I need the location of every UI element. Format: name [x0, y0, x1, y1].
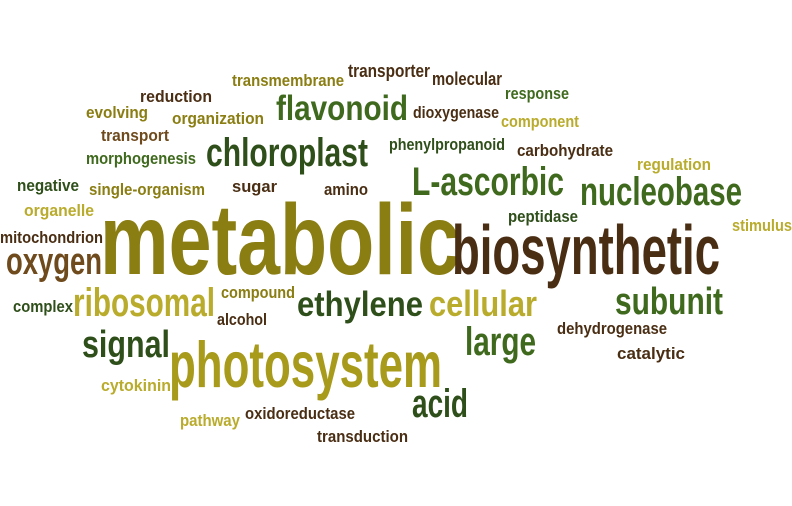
word-single-organism: single-organism	[89, 180, 205, 199]
word-mitochondrion: mitochondrion	[0, 228, 103, 247]
word-reduction: reduction	[140, 87, 212, 106]
word-metabolic: metabolic	[100, 184, 460, 296]
word-acid: acid	[412, 382, 468, 426]
word-flavonoid: flavonoid	[276, 89, 408, 128]
word-oxygen: oxygen	[6, 241, 102, 283]
word-evolving: evolving	[86, 103, 148, 122]
word-ethylene: ethylene	[297, 285, 423, 324]
word-transduction: transduction	[317, 427, 408, 446]
word-amino: amino	[324, 180, 368, 199]
word-catalytic: catalytic	[617, 344, 685, 363]
word-negative: negative	[17, 176, 79, 195]
word-chloroplast: chloroplast	[206, 131, 368, 175]
word-sugar: sugar	[232, 177, 277, 196]
word-nucleobase: nucleobase	[580, 170, 742, 214]
word-complex: complex	[13, 297, 73, 316]
word-dioxygenase: dioxygenase	[413, 103, 499, 122]
word-component: component	[501, 112, 579, 131]
word-morphogenesis: morphogenesis	[86, 149, 196, 168]
word-regulation: regulation	[637, 155, 711, 174]
word-carbohydrate: carbohydrate	[517, 141, 613, 160]
word-ribosomal: ribosomal	[73, 281, 215, 325]
word-organization: organization	[172, 109, 264, 128]
word-signal: signal	[82, 324, 170, 366]
word-oxidoreductase: oxidoreductase	[245, 404, 355, 423]
word-pathway: pathway	[180, 411, 240, 430]
word-response: response	[505, 84, 569, 103]
word-large: large	[465, 320, 536, 364]
word-peptidase: peptidase	[508, 207, 578, 226]
word-compound: compound	[221, 283, 295, 302]
word-dehydrogenase: dehydrogenase	[557, 319, 667, 338]
word-transmembrane: transmembrane	[232, 71, 344, 90]
word-phenylpropanoid: phenylpropanoid	[389, 135, 505, 154]
word-l-ascorbic: L-ascorbic	[412, 160, 564, 204]
word-photosystem: photosystem	[169, 328, 442, 401]
word-molecular: molecular	[432, 69, 502, 89]
word-transporter: transporter	[348, 61, 430, 81]
word-biosynthetic: biosynthetic	[452, 211, 720, 289]
word-organelle: organelle	[24, 201, 94, 220]
word-cellular: cellular	[429, 283, 537, 324]
word-subunit: subunit	[615, 281, 723, 323]
word-cytokinin: cytokinin	[101, 376, 171, 395]
word-alcohol: alcohol	[217, 310, 267, 329]
word-transport: transport	[101, 126, 169, 145]
word-stimulus: stimulus	[732, 216, 792, 235]
